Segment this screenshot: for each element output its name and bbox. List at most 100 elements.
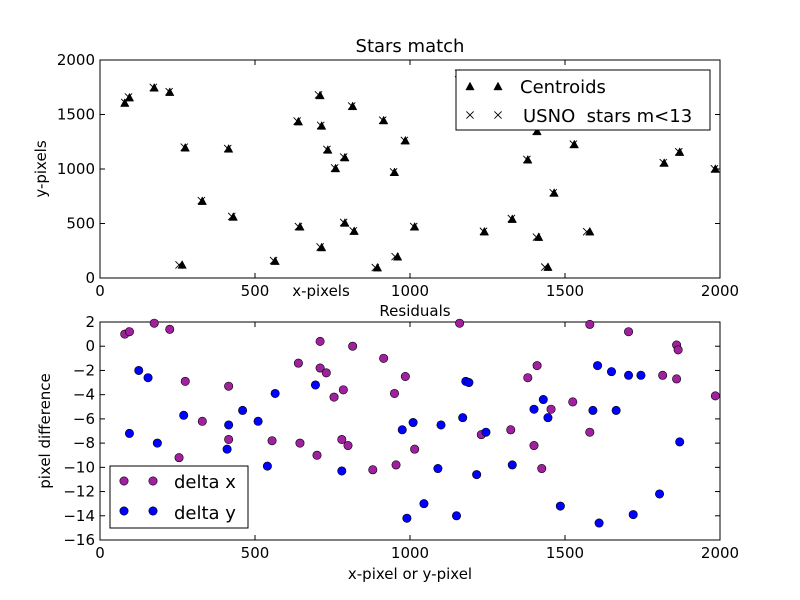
data-point	[588, 405, 598, 415]
data-point	[293, 358, 303, 368]
data-point	[585, 427, 595, 437]
data-point	[348, 101, 358, 111]
residuals-chart: Residuals 0 500 1000 1500 2000 2 0 −2 −4 −6 −8 −10 −…	[36, 302, 739, 583]
data-point	[402, 513, 412, 523]
data-point	[224, 434, 234, 444]
chart-title: Stars match	[356, 36, 465, 57]
data-point	[228, 212, 238, 221]
y-tick-label: 1500	[57, 106, 95, 124]
data-point	[410, 444, 420, 454]
legend: Centroids USNO stars m<13	[455, 69, 711, 131]
data-point	[659, 158, 668, 167]
data-point	[262, 461, 272, 471]
data-point	[323, 145, 331, 154]
data-point	[624, 370, 634, 380]
data-point	[312, 450, 322, 460]
data-point	[636, 370, 646, 380]
series-delta-x	[120, 318, 720, 475]
data-point	[419, 499, 429, 509]
data-point	[472, 470, 482, 480]
axis-ticks: 0 500 1000 1500 2000 0 500 1000 1500 2000	[57, 51, 739, 300]
data-point	[197, 416, 207, 426]
legend-frame	[109, 465, 249, 529]
data-point	[347, 102, 356, 110]
data-point	[222, 444, 232, 454]
data-point	[655, 489, 665, 499]
data-point	[227, 212, 236, 221]
legend: delta x delta y	[109, 465, 249, 529]
data-point	[340, 152, 350, 162]
legend-marker-x	[494, 111, 502, 119]
y-tick-label: 2000	[57, 51, 95, 69]
data-point	[458, 413, 468, 423]
data-point	[330, 163, 341, 173]
data-point	[537, 464, 547, 474]
data-point	[532, 361, 542, 371]
data-point	[316, 243, 325, 251]
data-point	[673, 345, 683, 355]
y-tick-label: 500	[66, 215, 95, 233]
y-tick-label: −6	[73, 410, 95, 428]
data-point	[391, 460, 401, 470]
data-point	[389, 388, 399, 398]
data-point	[253, 416, 263, 426]
data-point	[197, 196, 206, 205]
data-point	[389, 167, 400, 177]
data-point	[224, 381, 234, 391]
data-point	[315, 336, 325, 346]
data-point	[507, 214, 516, 223]
data-point	[316, 121, 325, 130]
y-tick-label: 1000	[57, 160, 95, 178]
data-point	[433, 464, 443, 474]
data-point	[400, 371, 410, 381]
data-point	[389, 168, 398, 176]
data-point	[506, 425, 516, 435]
data-point	[337, 466, 347, 476]
data-point	[124, 92, 135, 102]
data-point	[529, 404, 539, 414]
data-point	[507, 460, 517, 470]
data-point	[294, 222, 303, 231]
y-tick-label: 2	[85, 313, 95, 331]
data-point	[409, 222, 418, 231]
data-point	[540, 263, 549, 272]
data-point	[337, 434, 347, 444]
data-point	[270, 256, 280, 265]
data-point	[674, 147, 683, 156]
legend-marker-circle	[119, 506, 129, 516]
data-point	[368, 465, 378, 475]
data-point	[317, 242, 327, 252]
data-point	[224, 144, 234, 153]
data-marks	[120, 68, 720, 272]
axis-ticks: 0 500 1000 1500 2000 2 0 −2 −4 −6 −8 −10 −12 −14 −16	[63, 313, 739, 562]
data-point	[659, 158, 669, 167]
data-point	[481, 427, 491, 437]
y-tick-label: −16	[63, 531, 95, 549]
x-tick-label: 0	[95, 544, 105, 562]
data-point	[165, 324, 175, 334]
legend-marker-circle	[119, 476, 129, 486]
data-point	[149, 83, 158, 92]
data-point	[349, 226, 358, 235]
data-point	[134, 365, 144, 375]
legend-label-usno: USNO stars m<13	[523, 106, 692, 127]
data-point	[330, 163, 339, 172]
data-point	[529, 441, 539, 451]
data-point	[310, 380, 320, 390]
data-point	[710, 164, 719, 173]
data-point	[179, 410, 189, 420]
data-point	[224, 420, 234, 430]
data-point	[582, 227, 591, 236]
data-point	[338, 385, 348, 395]
data-point	[174, 453, 184, 463]
legend-marker-circle	[148, 476, 158, 486]
legend-markers	[119, 476, 158, 516]
data-point	[523, 154, 533, 164]
data-point	[594, 518, 604, 528]
data-point	[315, 90, 325, 100]
data-point	[479, 227, 488, 236]
data-point	[611, 405, 621, 415]
x-axis-label: x-pixel or y-pixel	[348, 565, 472, 583]
data-point	[317, 121, 327, 130]
